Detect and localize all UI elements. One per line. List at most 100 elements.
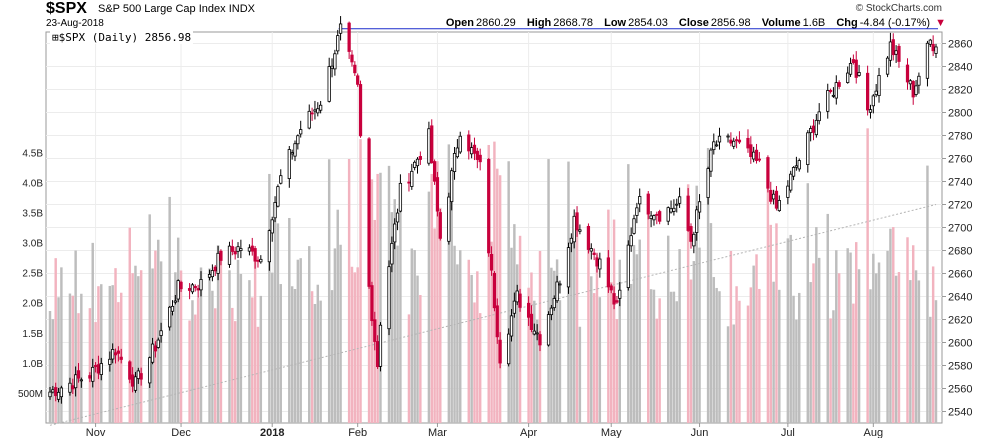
volume-bar — [473, 302, 476, 423]
volume-bar — [590, 276, 593, 423]
volume-bar — [453, 245, 456, 423]
volume-bar — [379, 172, 382, 423]
volume-bar — [809, 282, 812, 423]
volume-bar — [353, 272, 357, 423]
volume-bar — [558, 300, 562, 423]
volume-bar — [71, 295, 75, 423]
volume-bar — [154, 250, 157, 423]
volume-bar — [216, 245, 220, 423]
candle-body — [857, 72, 861, 76]
candle-body — [515, 290, 519, 303]
candle-body — [928, 39, 932, 45]
price-tick-label: 2840 — [948, 62, 972, 74]
volume-bar — [416, 275, 419, 423]
candle-body — [826, 90, 830, 112]
candle-body — [652, 215, 656, 221]
price-tick-label: 2540 — [948, 407, 972, 419]
volume-bar — [88, 308, 92, 423]
volume-tick-label: 1.5B — [22, 329, 43, 340]
candle-body — [259, 258, 263, 263]
candle-body — [609, 285, 613, 291]
volume-bar — [427, 191, 431, 423]
candle-body — [150, 343, 155, 363]
date-tick-label: Jun — [691, 427, 709, 438]
volume-bar — [470, 274, 473, 423]
volume-bar — [610, 282, 613, 423]
candle-body — [76, 370, 81, 379]
down-triangle-icon: ▼ — [935, 17, 946, 29]
price-axis: 2540 2560 2580 2600 2620 2640 2660 2680 2700 2720… — [942, 39, 972, 419]
candle-body — [851, 59, 856, 63]
volume-bar — [715, 287, 718, 423]
candle-body — [507, 333, 511, 365]
volume-bar — [555, 259, 559, 423]
candle-body — [93, 365, 98, 367]
candle-body — [538, 334, 542, 346]
volume-bar — [100, 284, 103, 423]
volume-bar — [430, 173, 433, 423]
volume-bar — [356, 267, 359, 423]
candle-body — [649, 215, 653, 219]
candle-body — [509, 315, 514, 337]
volume-bar — [692, 261, 696, 423]
candle-body — [586, 225, 591, 250]
volume-bar — [251, 297, 254, 423]
candle-body — [828, 90, 833, 92]
volume-bar — [752, 265, 755, 423]
high-label: High — [526, 17, 552, 29]
volume-bar — [729, 250, 733, 423]
date-axis: Nov Dec 2018 Feb Mar Apr May Jun Jul Aug — [86, 423, 883, 438]
price-tick-label: 2860 — [948, 39, 972, 51]
volume-bar — [632, 245, 636, 423]
candle-body — [159, 330, 163, 336]
candle-body — [626, 244, 630, 288]
volume-bar — [467, 259, 471, 423]
volume-bar — [846, 248, 849, 423]
brand-watermark[interactable]: © StockCharts.com — [855, 3, 942, 14]
candle-body — [393, 223, 397, 243]
candle-body — [595, 257, 599, 267]
price-tick-label: 2580 — [948, 361, 972, 373]
volume-bar — [91, 242, 94, 423]
candle-body — [831, 94, 836, 97]
candle-body — [128, 361, 132, 380]
candle-body — [934, 46, 938, 54]
candle-body — [774, 190, 779, 209]
volume-bar — [490, 241, 493, 423]
volume-bar — [914, 270, 918, 423]
volume-bar — [629, 283, 633, 423]
candle-body — [196, 288, 200, 291]
candle-body — [612, 293, 616, 305]
volume-bar — [575, 223, 579, 423]
volume-bar — [738, 300, 741, 423]
volume-bar — [219, 260, 223, 423]
candle-body — [885, 57, 890, 75]
candle-body — [766, 157, 770, 189]
candle-body — [190, 284, 195, 293]
candle-body — [666, 207, 670, 222]
price-tick-label: 2680 — [948, 246, 972, 258]
volume-bar — [726, 326, 730, 423]
date-tick-label: Nov — [86, 427, 106, 438]
high-value: 2868.78 — [553, 17, 594, 29]
candle-body — [56, 391, 61, 400]
ticker-symbol[interactable]: $SPX — [46, 0, 87, 17]
candle-body — [398, 182, 403, 212]
volume-bar — [897, 272, 901, 423]
candle-body — [256, 259, 260, 262]
volume-bar — [607, 209, 610, 423]
candle-body — [794, 165, 799, 168]
volume-bar — [347, 158, 351, 423]
volume-tick-label: 2.5B — [22, 269, 43, 280]
candle-body — [472, 144, 477, 154]
volume-bar — [815, 227, 818, 423]
volume-bar — [196, 297, 200, 423]
candle-body — [438, 212, 442, 239]
volume-bar — [857, 269, 861, 423]
candle-body — [757, 158, 761, 161]
candle-body — [455, 147, 460, 158]
volume-bar — [772, 281, 775, 423]
candle-body — [96, 364, 101, 374]
candle-body — [333, 53, 337, 70]
